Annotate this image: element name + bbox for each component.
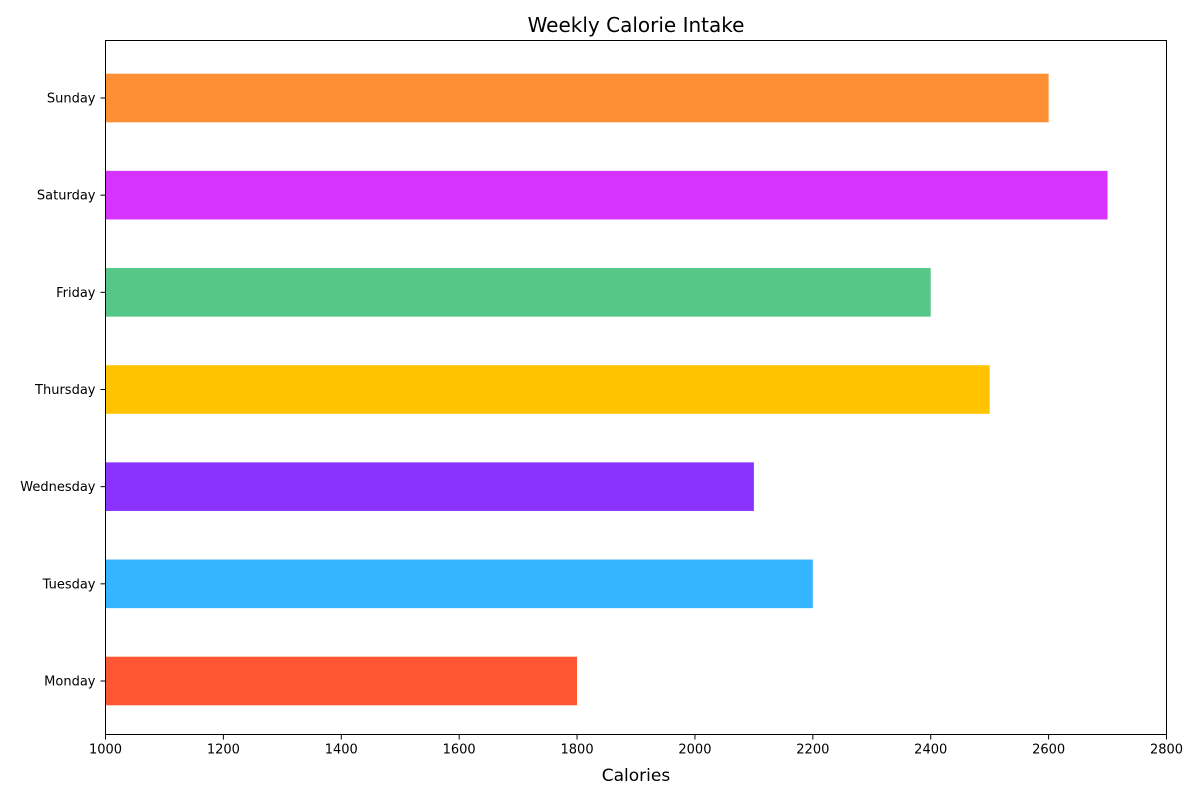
x-tick-label-2200: 2200	[796, 743, 829, 758]
y-tick-label-wednesday: Wednesday	[20, 480, 96, 495]
plot-frame	[105, 40, 1167, 735]
x-tick-label-1400: 1400	[325, 743, 358, 758]
chart-title: Weekly Calorie Intake	[528, 13, 745, 37]
bar-sunday	[105, 73, 1049, 123]
bar-wednesday	[105, 462, 754, 511]
y-tick-label-saturday: Saturday	[37, 189, 96, 204]
x-tick-label-2600: 2600	[1032, 743, 1065, 758]
x-tick-label-2000: 2000	[678, 743, 711, 758]
x-tick-label-2800: 2800	[1150, 743, 1183, 758]
y-tick-label-sunday: Sunday	[47, 92, 96, 107]
y-tick-label-monday: Monday	[44, 675, 96, 690]
y-axis-ticks: Monday Tuesday Wednesday Thursday Friday Satu…	[20, 92, 106, 690]
x-axis-label: Calories	[602, 766, 671, 786]
x-tick-label-2400: 2400	[914, 743, 947, 758]
y-tick-label-thursday: Thursday	[34, 383, 96, 398]
y-tick-label-friday: Friday	[56, 286, 96, 301]
y-tick-label-tuesday: Tuesday	[42, 577, 96, 592]
bar-monday	[105, 656, 578, 706]
bars-group	[105, 73, 1108, 706]
bar-thursday	[105, 365, 990, 414]
x-axis-ticks: 1000 1200 1400 1600 1800 2000 2200 2400 2600 2800	[89, 734, 1183, 758]
bar-friday	[105, 268, 931, 317]
x-tick-label-1200: 1200	[207, 743, 240, 758]
x-tick-label-1000: 1000	[89, 743, 122, 758]
x-tick-label-1800: 1800	[561, 743, 594, 758]
x-tick-label-1600: 1600	[443, 743, 476, 758]
bar-saturday	[105, 170, 1108, 220]
bar-tuesday	[105, 559, 813, 609]
